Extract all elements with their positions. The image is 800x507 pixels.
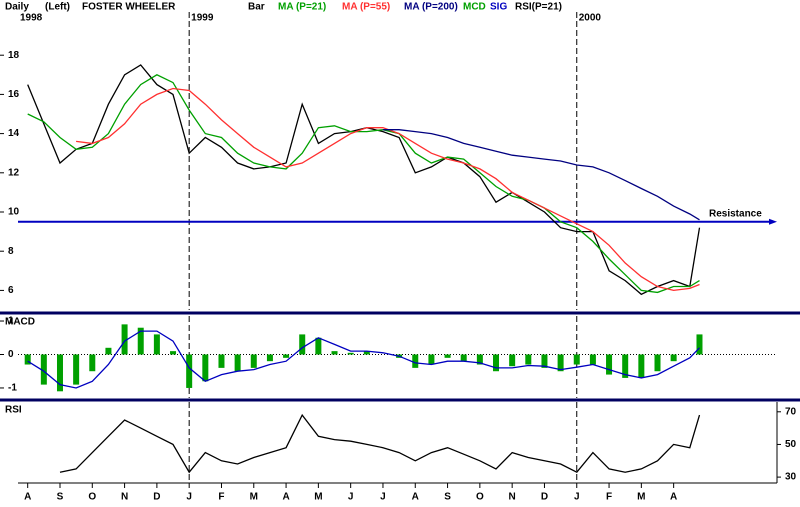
x-tick-label: N xyxy=(509,492,516,503)
macd-bar xyxy=(153,334,160,355)
y-tick-label: 16 xyxy=(8,89,20,100)
macd-bar xyxy=(186,354,193,388)
y-tick-label: 1 xyxy=(8,316,14,327)
series-line xyxy=(59,413,701,474)
y-tick-label: 12 xyxy=(8,167,20,178)
y-tick-label: 70 xyxy=(785,406,797,417)
macd-bar xyxy=(202,354,209,382)
x-tick-label: J xyxy=(186,492,192,503)
x-tick-label: D xyxy=(541,492,548,503)
macd-bar xyxy=(557,354,564,372)
macd-bar xyxy=(363,351,370,355)
macd-bar xyxy=(170,351,177,355)
macd-bar xyxy=(493,354,500,372)
macd-bar xyxy=(476,354,483,365)
macd-bar xyxy=(121,324,128,355)
macd-bar xyxy=(573,354,580,365)
macd-bar xyxy=(638,354,645,378)
x-tick-label: J xyxy=(574,492,580,503)
macd-bar xyxy=(73,354,80,385)
legend-entry: MA (P=55) xyxy=(342,2,390,13)
resistance-arrow xyxy=(769,218,777,225)
x-tick-label: J xyxy=(380,492,386,503)
legend-entry: RSI(P=21) xyxy=(515,2,562,13)
macd-bar xyxy=(696,334,703,355)
year-label: 1999 xyxy=(191,13,214,24)
annotation: Resistance xyxy=(709,208,762,219)
x-tick-label: M xyxy=(637,492,645,503)
macd-bar xyxy=(670,354,677,362)
year-label: 2000 xyxy=(579,13,602,24)
macd-bar xyxy=(541,354,548,368)
macd-bar xyxy=(654,354,661,372)
macd-bar xyxy=(589,354,596,365)
x-tick-label: M xyxy=(250,492,258,503)
macd-bar xyxy=(40,354,47,385)
x-tick-label: S xyxy=(57,492,64,503)
y-tick-label: 0 xyxy=(8,349,14,360)
macd-bar xyxy=(266,354,273,362)
legend-entry: MA (P=200) xyxy=(404,2,458,13)
macd-bar xyxy=(299,334,306,355)
y-tick-label: 8 xyxy=(8,246,14,257)
macd-bar xyxy=(105,347,112,355)
legend-entry: MCD xyxy=(463,2,486,13)
macd-bar xyxy=(283,354,290,358)
y-tick-label: 6 xyxy=(8,285,14,296)
macd-bar xyxy=(622,354,629,378)
y-tick-label: 50 xyxy=(785,439,797,450)
y-tick-label: 10 xyxy=(8,207,20,218)
macd-bar xyxy=(331,351,338,355)
panel-title: MACD xyxy=(5,317,35,328)
panel-title: RSI xyxy=(5,405,22,416)
series-line xyxy=(76,87,700,292)
x-tick-label: O xyxy=(476,492,484,503)
macd-bar xyxy=(234,354,241,372)
macd-bar xyxy=(525,354,532,365)
macd-bar xyxy=(89,354,96,372)
series-line xyxy=(27,330,700,389)
macd-bar xyxy=(24,354,31,365)
year-label: 1998 xyxy=(20,13,43,24)
macd-bar xyxy=(606,354,613,375)
x-tick-label: F xyxy=(606,492,612,503)
x-tick-label: N xyxy=(121,492,128,503)
y-tick-label: -1 xyxy=(8,383,17,394)
y-tick-label: 14 xyxy=(8,128,20,139)
x-tick-label: A xyxy=(670,492,677,503)
x-tick-label: F xyxy=(218,492,224,503)
y-tick-label: 18 xyxy=(8,50,20,61)
x-tick-label: M xyxy=(314,492,322,503)
legend-entry: SIG xyxy=(490,2,507,13)
series-line xyxy=(383,129,700,221)
x-tick-label: A xyxy=(412,492,419,503)
series-line xyxy=(27,74,700,294)
macd-bar xyxy=(250,354,257,368)
macd-bar xyxy=(218,354,225,368)
macd-bar xyxy=(412,354,419,368)
x-tick-label: D xyxy=(153,492,160,503)
macd-bar xyxy=(347,352,354,355)
x-tick-label: A xyxy=(282,492,289,503)
macd-bar xyxy=(444,354,451,358)
x-tick-label: A xyxy=(24,492,31,503)
x-tick-label: O xyxy=(88,492,96,503)
macd-bar xyxy=(315,337,322,355)
y-tick-label: 30 xyxy=(785,472,797,483)
scale-side: (Left) xyxy=(45,2,70,13)
macd-bar xyxy=(460,354,467,362)
legend-entry: Bar xyxy=(248,2,265,13)
macd-bar xyxy=(428,354,435,365)
period: Daily xyxy=(5,2,29,13)
x-tick-label: J xyxy=(348,492,354,503)
chart-title: FOSTER WHEELER xyxy=(82,2,176,13)
x-tick-label: S xyxy=(444,492,451,503)
legend-entry: MA (P=21) xyxy=(278,2,326,13)
macd-bar xyxy=(509,354,516,367)
macd-bar xyxy=(56,354,63,392)
macd-bar xyxy=(137,327,144,355)
